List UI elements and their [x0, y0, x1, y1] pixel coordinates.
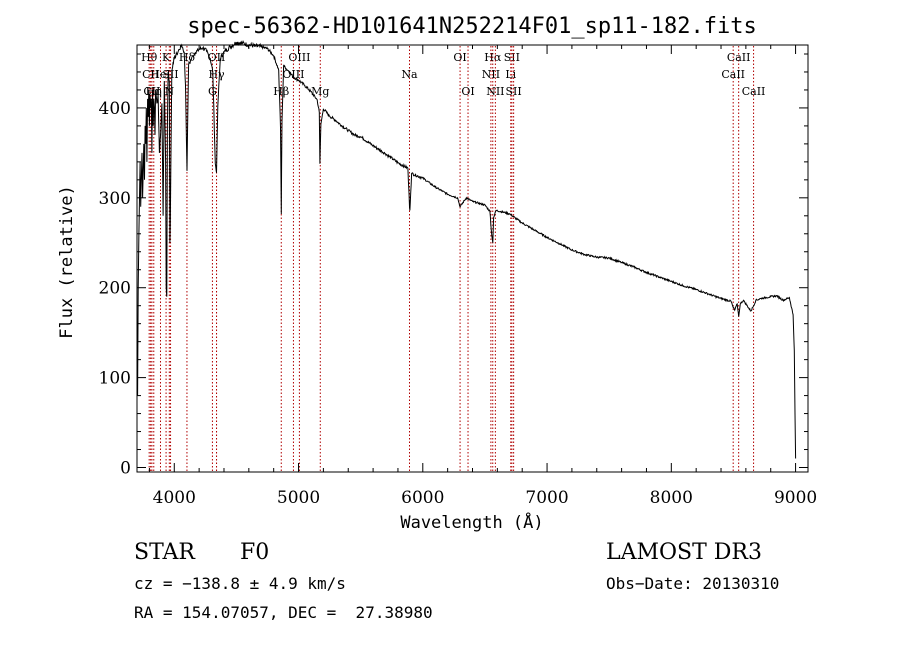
survey-name: LAMOST DR3	[606, 540, 762, 565]
y-tick-label: 0	[120, 459, 131, 479]
line-label: OI	[453, 51, 466, 64]
line-label: CaII	[721, 68, 745, 81]
y-tick-label: 200	[99, 279, 131, 299]
line-label: K	[162, 51, 171, 64]
y-tick-label: 300	[99, 189, 131, 209]
line-label: Hη	[146, 85, 162, 98]
line-label: CaII	[742, 85, 766, 98]
y-tick-label: 100	[99, 369, 131, 389]
x-tick-label: 7000	[525, 488, 568, 508]
line-label: SII	[504, 51, 520, 64]
ra-dec-coordinates: RA = 154.07057, DEC = 27.38980	[134, 603, 433, 622]
x-tick-label: 9000	[774, 488, 817, 508]
line-label: CII	[142, 68, 159, 81]
line-label: Na	[401, 68, 418, 81]
line-label: OI	[461, 85, 474, 98]
line-label: OIII	[282, 68, 304, 81]
spectrum-layer	[136, 39, 797, 459]
line-label: Li	[505, 68, 516, 81]
object-class: STAR	[134, 540, 195, 565]
line-label: Hδ	[179, 51, 196, 64]
x-axis-label: Wavelength (Å)	[400, 511, 543, 533]
x-tick-label: 4000	[153, 488, 196, 508]
line-label: Hα	[484, 51, 502, 64]
line-label: CaII	[727, 51, 751, 64]
chart-title: spec-56362-HD101641N252214F01_sp11-182.f…	[187, 14, 757, 39]
x-tick-label: 8000	[650, 488, 693, 508]
object-subclass: F0	[240, 540, 270, 565]
line-label: SII	[162, 68, 178, 81]
line-label: Hθ	[141, 51, 158, 64]
plot-frame	[136, 44, 809, 473]
x-tick-label: 5000	[277, 488, 320, 508]
axes-layer: 4000 5000 6000 7000 8000 9000 0 100 200 300 400	[99, 44, 817, 508]
line-label: NII	[486, 85, 504, 98]
line-label: Mg	[311, 85, 329, 98]
line-label: NII	[482, 68, 500, 81]
line-marker-layer: HθCIICIIHeIHηKSIINHδHγGOIIHβOIIIOIIIMgNa…	[141, 46, 765, 471]
line-label: SII	[506, 85, 522, 98]
y-axis-label: Flux (relative)	[57, 185, 77, 339]
x-tick-label: 6000	[401, 488, 444, 508]
redshift-cz: cz = −138.8 ± 4.9 km/s	[134, 574, 346, 593]
spectrum-series-line	[136, 39, 797, 459]
observation-date: Obs−Date: 20130310	[606, 574, 780, 593]
line-label: G	[208, 85, 217, 98]
line-label: Hβ	[273, 85, 289, 98]
y-tick-label: 400	[99, 99, 131, 119]
line-label: OIII	[288, 51, 310, 64]
